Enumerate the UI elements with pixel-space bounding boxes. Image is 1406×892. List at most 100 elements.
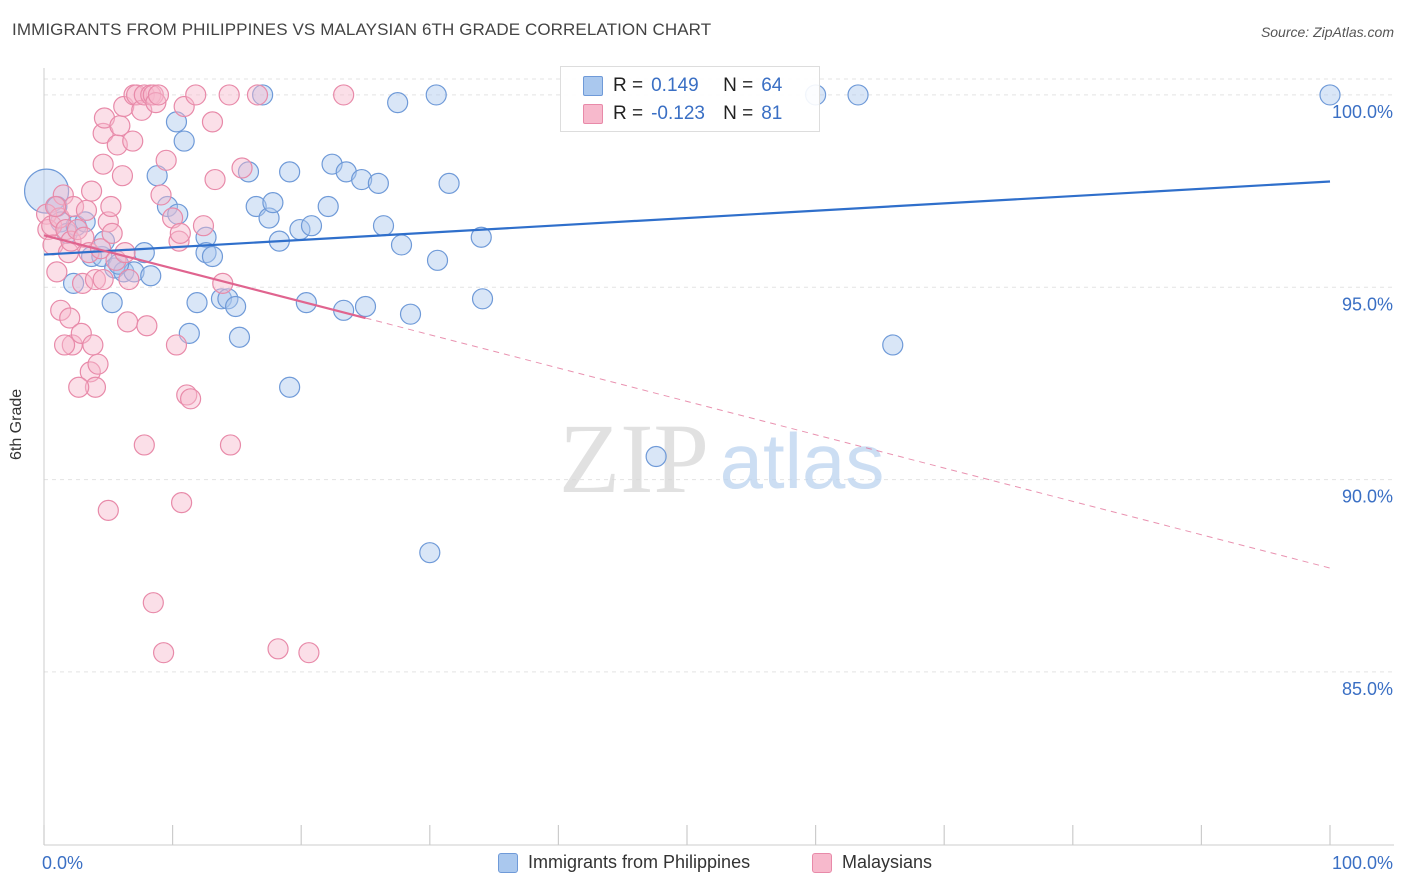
pink-swatch-icon (812, 852, 832, 873)
legend-label-malaysians: Malaysians (842, 852, 933, 872)
legend-item-philippines[interactable]: Immigrants from Philippines (498, 852, 750, 873)
series-legend: Immigrants from Philippines Malaysians (0, 852, 1406, 878)
philippines-point (390, 234, 413, 256)
blue-swatch-icon (583, 76, 603, 96)
malaysians-point (50, 299, 72, 321)
philippines-point (237, 161, 260, 183)
philippines-point (354, 295, 377, 318)
malaysians-point (116, 311, 139, 333)
malaysians-point (152, 642, 175, 664)
malaysians-point (71, 272, 94, 295)
philippines-point (372, 215, 395, 237)
philippines-point (438, 172, 460, 194)
malaysians-point (180, 388, 202, 410)
tick-labels: 85.0% 90.0% 95.0% 100.0% 0.0% 100.0% (42, 102, 1393, 873)
philippines-point (279, 376, 301, 398)
blue-swatch-icon (498, 852, 518, 873)
philippines-point (279, 161, 301, 183)
philippines-point (201, 245, 224, 268)
malaysians-point (218, 84, 240, 106)
chart-source: Source: ZipAtlas.com (1260, 24, 1394, 40)
malaysians-point (219, 434, 242, 456)
malaysians-point (111, 165, 134, 187)
philippines-point (847, 84, 869, 106)
philippines-point (351, 168, 373, 191)
legend-item-malaysians[interactable]: Malaysians (812, 852, 932, 873)
malaysians-point (92, 268, 114, 291)
philippines-point (367, 172, 389, 194)
malaysians-point (142, 592, 164, 614)
n-label: N = (723, 103, 754, 124)
malaysians-point (171, 492, 193, 514)
malaysians-point (231, 157, 253, 179)
malaysians-point (55, 218, 77, 241)
malaysians-point (101, 222, 123, 245)
malaysians-point (204, 168, 226, 191)
r-label: R = (613, 75, 644, 96)
malaysians-point (122, 130, 144, 152)
malaysians-point (75, 199, 98, 221)
malaysians-point (82, 334, 104, 356)
malaysians-point (97, 211, 119, 233)
philippines-point (228, 326, 251, 348)
philippines-point (471, 288, 494, 310)
philippines-point (186, 292, 208, 314)
malaysians-point (118, 268, 140, 291)
malaysians-point (44, 195, 67, 218)
malaysians-point (333, 84, 355, 106)
philippines-point (399, 303, 422, 325)
malaysians-point (70, 322, 92, 345)
axis-layer (43, 68, 1394, 846)
malaysians-point (100, 195, 122, 218)
philippines-point (425, 84, 447, 106)
malaysians-point (114, 242, 136, 264)
malaysians-point (53, 334, 76, 356)
malaysians-point (60, 230, 82, 252)
malaysians-point (169, 222, 191, 245)
philippines-point (140, 265, 162, 287)
r-label: R = (613, 103, 644, 124)
philippines-point (62, 272, 85, 295)
malaysians-trend-extension (365, 317, 1331, 569)
malaysians-point (80, 180, 103, 202)
malaysians-point (150, 184, 172, 206)
philippines-point (262, 192, 284, 214)
malaysians-point (97, 499, 119, 521)
n-label: N = (723, 75, 754, 96)
malaysians-point (59, 307, 81, 329)
malaysians-point (298, 642, 320, 664)
chart-title: IMMIGRANTS FROM PHILIPPINES VS MALAYSIAN… (12, 20, 712, 39)
philippines-point (645, 445, 667, 468)
points-layer (23, 84, 1341, 664)
legend-row-malaysians: R = -0.123 N = 81 (583, 101, 782, 127)
malaysians-point (92, 153, 114, 175)
philippines-point (252, 84, 274, 106)
malaysians-point (165, 334, 188, 356)
philippines-point (882, 334, 904, 356)
malaysians-point (155, 149, 177, 171)
malaysians-point (176, 384, 198, 406)
watermark-zip: ZIP (559, 403, 709, 514)
philippines-point (165, 111, 188, 133)
philippines-point (470, 226, 492, 248)
malaysians-point (147, 84, 170, 106)
watermark: ZIP atlas (559, 403, 884, 514)
philippines-point (387, 92, 409, 114)
philippines-point (74, 211, 96, 233)
malaysians-point (46, 261, 68, 283)
trend-layer (43, 180, 1331, 569)
malaysians-point (185, 84, 207, 106)
malaysians-point (267, 638, 289, 660)
x-tick-label-max: 100.0% (1332, 853, 1393, 873)
malaysians-point (35, 203, 58, 225)
philippines-point (101, 292, 123, 314)
philippines-point (317, 195, 339, 218)
r-value: -0.123 (651, 103, 705, 124)
philippines-point (225, 295, 247, 318)
correlation-legend: R = 0.149 N = 64 R = -0.123 N = 81 (560, 66, 820, 132)
pink-swatch-icon (583, 104, 603, 124)
philippines-point (300, 215, 323, 237)
y-tick-label: 90.0% (1342, 487, 1393, 507)
r-value: 0.149 (651, 75, 699, 96)
